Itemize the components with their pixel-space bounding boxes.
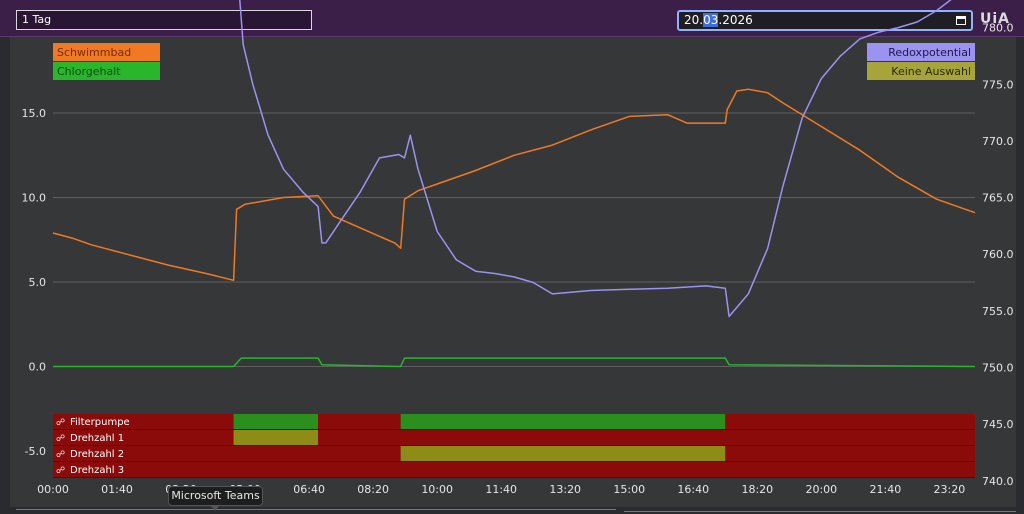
x-tick-label: 11:40 bbox=[485, 483, 517, 496]
y-left-tick-label: -5.0 bbox=[25, 445, 46, 458]
legend-label: Schwimmbad bbox=[57, 46, 131, 59]
x-tick-label: 13:20 bbox=[549, 483, 581, 496]
status-segment bbox=[318, 430, 975, 445]
footer-divider bbox=[16, 509, 616, 510]
status-segment bbox=[233, 414, 319, 429]
tooltip-arrow bbox=[210, 505, 220, 511]
status-segment bbox=[53, 462, 975, 477]
date-year[interactable]: .2026 bbox=[718, 13, 753, 27]
x-tick-label: 08:20 bbox=[357, 483, 389, 496]
range-select[interactable]: 1 Tag bbox=[16, 10, 312, 30]
series-line-schwimmbad bbox=[52, 88, 976, 282]
date-month-selected[interactable]: 03 bbox=[703, 13, 719, 27]
y-right-tick-label: 750.0 bbox=[982, 362, 1014, 375]
link-icon: ☍ bbox=[56, 466, 65, 476]
status-row-label: Filterpumpe bbox=[70, 417, 130, 428]
y-right-tick-label: 755.0 bbox=[982, 305, 1014, 318]
status-segment bbox=[400, 414, 726, 429]
status-segment bbox=[233, 430, 319, 445]
y-right-tick-label: 780.0 bbox=[982, 22, 1014, 35]
top-bar: 1 Tag 20.03.2026 UiA bbox=[0, 0, 1024, 37]
status-segment bbox=[53, 414, 234, 429]
status-row-label: Drehzahl 1 bbox=[70, 433, 124, 444]
calendar-icon[interactable] bbox=[956, 16, 966, 25]
y-left-tick-label: 5.0 bbox=[29, 276, 47, 289]
y-left-tick-label: 15.0 bbox=[22, 107, 47, 120]
status-segment bbox=[53, 446, 401, 461]
legend-swatch bbox=[867, 43, 975, 61]
link-icon: ☍ bbox=[56, 450, 65, 460]
series-line-redoxpotential bbox=[239, 0, 952, 318]
x-tick-label: 23:20 bbox=[934, 483, 966, 496]
status-segment bbox=[725, 446, 975, 461]
taskbar-tooltip: Microsoft Teams bbox=[168, 486, 263, 506]
legend-label: Chlorgehalt bbox=[57, 65, 121, 78]
x-tick-label: 16:40 bbox=[677, 483, 709, 496]
legend-label: Redoxpotential bbox=[888, 46, 971, 59]
x-tick-label: 06:40 bbox=[293, 483, 325, 496]
y-left-tick-label: 0.0 bbox=[29, 361, 47, 374]
legend-label: Keine Auswahl bbox=[891, 65, 971, 78]
x-tick-label: 00:00 bbox=[37, 483, 69, 496]
y-right-tick-label: 740.0 bbox=[982, 475, 1014, 488]
legend-swatch bbox=[53, 43, 160, 61]
x-tick-label: 01:40 bbox=[101, 483, 133, 496]
footer-bar bbox=[0, 507, 1024, 514]
y-right-tick-label: 765.0 bbox=[982, 192, 1014, 205]
status-segment bbox=[400, 446, 726, 461]
status-row-label: Drehzahl 2 bbox=[70, 449, 124, 460]
x-tick-label: 21:40 bbox=[870, 483, 902, 496]
footer-divider-right bbox=[624, 511, 1016, 512]
status-segment bbox=[53, 430, 234, 445]
legend-swatch bbox=[53, 62, 160, 80]
y-right-tick-label: 745.0 bbox=[982, 418, 1014, 431]
x-tick-label: 15:00 bbox=[613, 483, 645, 496]
link-icon: ☍ bbox=[56, 434, 65, 444]
x-tick-label: 10:00 bbox=[421, 483, 453, 496]
y-right-tick-label: 775.0 bbox=[982, 78, 1014, 91]
link-icon: ☍ bbox=[56, 418, 65, 428]
status-row-label: Drehzahl 3 bbox=[70, 465, 124, 476]
status-segment bbox=[318, 414, 401, 429]
date-input[interactable]: 20.03.2026 bbox=[677, 10, 973, 31]
y-left-tick-label: 10.0 bbox=[22, 192, 47, 205]
y-right-tick-label: 770.0 bbox=[982, 135, 1014, 148]
legend-swatch bbox=[867, 62, 975, 80]
y-right-tick-label: 760.0 bbox=[982, 248, 1014, 261]
brand-logo: UiA bbox=[980, 11, 1011, 27]
date-day[interactable]: 20. bbox=[684, 13, 704, 27]
status-segment bbox=[725, 414, 975, 429]
series-line-chlorgehalt bbox=[53, 357, 976, 368]
x-tick-label: 18:20 bbox=[741, 483, 773, 496]
x-tick-label: 20:00 bbox=[805, 483, 837, 496]
